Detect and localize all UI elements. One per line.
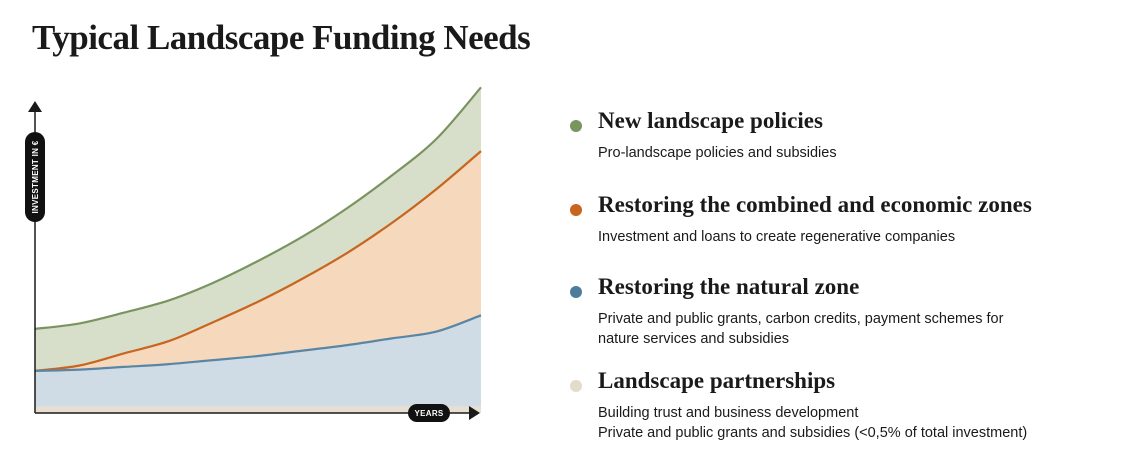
y-axis: INVESTMENT IN € xyxy=(25,101,45,413)
legend-item-title: New landscape policies xyxy=(598,108,823,133)
x-axis-label: YEARS xyxy=(414,409,443,418)
line-new-landscape-policies xyxy=(34,86,482,330)
legend-item-description: Private and public grants, carbon credit… xyxy=(598,309,1003,349)
legend-dot-icon xyxy=(570,380,582,392)
area-layers xyxy=(35,87,481,414)
area-landscape-partnerships xyxy=(35,406,481,413)
chart-title: Typical Landscape Funding Needs xyxy=(32,18,531,57)
y-axis-label: INVESTMENT IN € xyxy=(31,140,40,213)
legend-item-title: Restoring the natural zone xyxy=(598,274,860,299)
legend-description-line: Private and public grants and subsidies … xyxy=(598,425,1028,441)
legend-description-line: Private and public grants, carbon credit… xyxy=(598,311,1004,327)
x-axis-label-tag xyxy=(408,404,450,422)
x-axis: YEARS xyxy=(35,404,480,422)
y-axis-arrow-icon xyxy=(28,101,42,112)
legend-item-description: Pro-landscape policies and subsidies xyxy=(598,143,837,163)
legend-dot-icon xyxy=(570,120,582,132)
area-restoring-the-natural-zone xyxy=(35,315,481,413)
legend-dot-icon xyxy=(570,204,582,216)
legend-item-title: Restoring the combined and economic zone… xyxy=(598,192,1032,217)
line-restoring-the-combined-and-economic-zones xyxy=(34,150,482,372)
legend-description-line: Investment and loans to create regenerat… xyxy=(598,229,956,245)
legend-description-line: Pro-landscape policies and subsidies xyxy=(598,145,837,161)
y-axis-label-tag xyxy=(25,132,45,222)
line-restoring-the-natural-zone xyxy=(34,314,482,372)
legend-item-title: Landscape partnerships xyxy=(598,368,836,393)
legend-item-description: Investment and loans to create regenerat… xyxy=(598,227,955,247)
legend-dot-icon xyxy=(570,286,582,298)
legend-description-line: nature services and subsidies xyxy=(598,331,790,347)
legend-description-line: Building trust and business development xyxy=(598,405,859,421)
legend-item-description: Building trust and business development P… xyxy=(598,403,1027,443)
series-lines xyxy=(34,86,482,372)
x-axis-arrow-icon xyxy=(469,406,480,420)
funding-chart: INVESTMENT IN € YEARS xyxy=(25,86,482,422)
